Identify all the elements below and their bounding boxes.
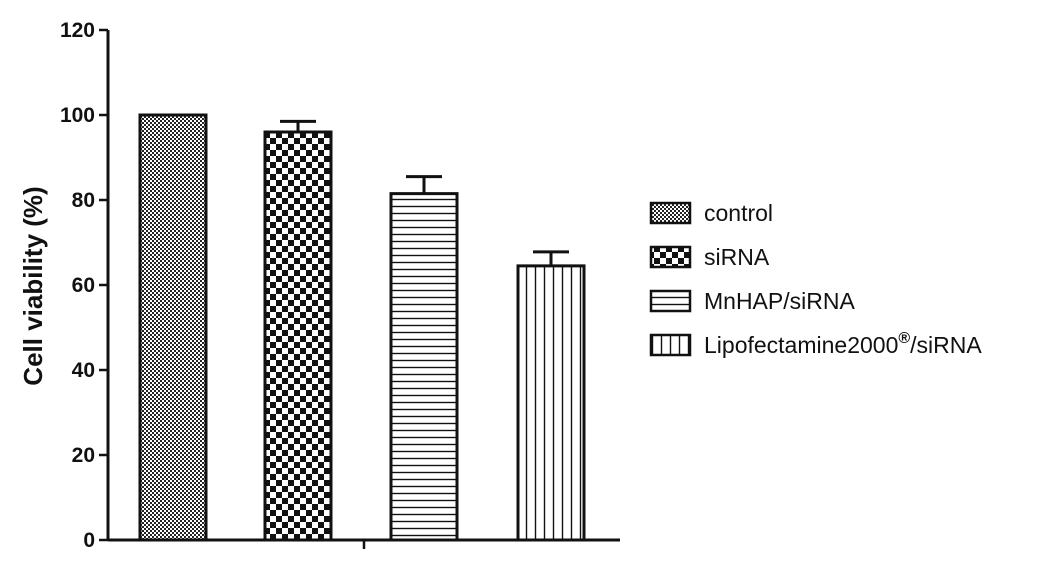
bar <box>389 192 459 542</box>
legend-swatch <box>649 289 692 313</box>
legend-label: MnHAP/siRNA <box>704 288 855 314</box>
bar <box>516 264 586 542</box>
y-tick-label: 80 <box>72 189 95 212</box>
y-axis-title: Cell viability (%) <box>18 186 48 385</box>
bar <box>138 113 208 542</box>
bar-group <box>138 113 208 542</box>
y-tick-label: 40 <box>72 359 95 382</box>
legend-item: MnHAP/siRNA <box>649 288 855 314</box>
y-tick-label: 20 <box>72 444 95 467</box>
bar <box>263 130 333 542</box>
bar-group <box>516 250 586 542</box>
legend-item: control <box>649 200 773 226</box>
y-tick-label: 60 <box>72 274 95 297</box>
legend-label: control <box>704 200 773 226</box>
legend: control siRNA MnHAP/siRNA Lipofectamine2000… <box>649 200 982 358</box>
legend-swatch <box>649 333 692 357</box>
bar-group <box>389 175 459 542</box>
legend-swatch <box>649 201 692 225</box>
legend-item: siRNA <box>649 244 770 270</box>
y-tick-label: 0 <box>83 529 95 552</box>
legend-item: Lipofectamine2000®/siRNA <box>649 330 982 358</box>
legend-label: siRNA <box>704 244 770 270</box>
legend-label: Lipofectamine2000®/siRNA <box>704 330 982 358</box>
y-tick-label: 120 <box>60 19 95 42</box>
bars <box>138 113 586 542</box>
y-tick-label: 100 <box>60 104 95 127</box>
bar-group <box>263 119 333 542</box>
legend-swatch <box>649 245 692 269</box>
